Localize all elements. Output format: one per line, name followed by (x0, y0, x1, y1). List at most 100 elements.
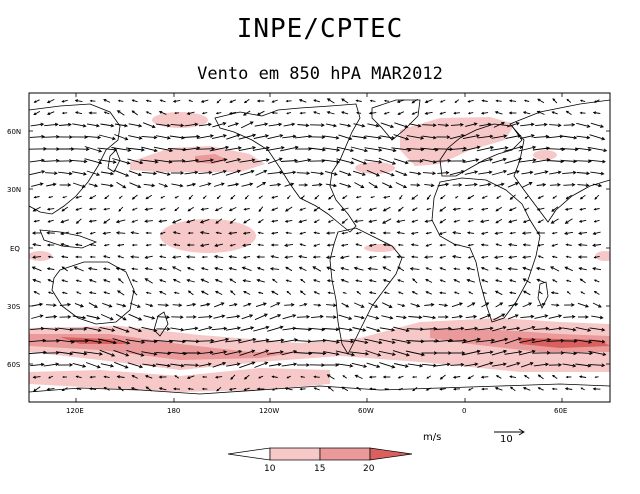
wind-vector-head (103, 244, 107, 247)
wind-vector-head (266, 146, 270, 150)
wind-vector (406, 328, 424, 330)
wind-vector-head (523, 99, 527, 102)
wind-vector-head (153, 135, 158, 140)
wind-vector-head (89, 375, 93, 379)
wind-vector (201, 99, 209, 103)
wind-vector-head (187, 208, 191, 212)
wind-vector-head (131, 196, 135, 200)
wind-vector-head (271, 219, 275, 223)
wind-vector (338, 314, 352, 320)
wind-vector (562, 327, 576, 331)
wind-vector-head (474, 326, 479, 331)
wind-vector (155, 363, 171, 367)
wind-vector-head (453, 267, 457, 271)
wind-vector (312, 266, 322, 272)
wind-vector-head (461, 134, 466, 138)
wind-vector-head (256, 267, 261, 270)
wind-vector (32, 266, 42, 272)
wind-vector (566, 111, 572, 115)
wind-vector (141, 339, 157, 343)
wind-vector-head (207, 182, 212, 186)
wind-vector-head (495, 99, 499, 103)
wind-vector-head (509, 386, 513, 390)
wind-vector-head (340, 243, 345, 247)
wind-vector-head (242, 255, 247, 259)
wind-vector-head (131, 243, 135, 247)
wind-vector (230, 290, 236, 296)
wind-vector-head (258, 376, 261, 379)
wind-vector-head (499, 302, 504, 306)
wind-vector-head (270, 255, 275, 259)
wind-vector (551, 304, 559, 306)
wind-vector-head (41, 170, 46, 174)
wind-vector-head (117, 255, 121, 258)
wind-vector-head (444, 303, 449, 308)
wind-vector (440, 267, 446, 271)
wind-vector-head (589, 351, 594, 356)
wind-vector-head (209, 350, 214, 355)
wind-vector (322, 147, 340, 151)
wind-vector (198, 316, 212, 318)
wind-vector-head (503, 169, 508, 174)
wind-vector (104, 387, 110, 391)
lon-label-120e: 120E (66, 407, 84, 415)
wind-vector (33, 386, 41, 392)
wind-vector (296, 316, 310, 318)
wind-vector (129, 302, 141, 308)
wind-vector-head (573, 339, 578, 343)
wind-vector-head (445, 123, 450, 128)
wind-vector (142, 363, 156, 367)
wind-vector-head (368, 243, 373, 247)
wind-vector-head (223, 326, 228, 331)
wind-vector (531, 338, 551, 344)
wind-vector (438, 303, 448, 307)
wind-vector (551, 206, 559, 212)
wind-vector-head (40, 362, 45, 367)
wind-vector-head (481, 279, 485, 282)
wind-vector-head (495, 220, 499, 224)
lat-label-30s: 30S (7, 303, 21, 311)
wind-vector-head (228, 387, 233, 391)
wind-vector-head (411, 220, 415, 223)
wind-vector-head (69, 351, 74, 356)
wind-vector (74, 266, 84, 272)
wind-vector (117, 376, 125, 378)
wind-vector (159, 220, 167, 222)
wind-vector-head (432, 315, 437, 320)
wind-vector-head (397, 208, 401, 212)
wind-vector (450, 364, 464, 366)
wind-vector (481, 376, 489, 378)
wind-vector-head (509, 291, 513, 295)
wind-vector (47, 387, 55, 391)
wind-vector-head (305, 123, 310, 128)
wind-vector-head (467, 112, 471, 115)
wind-vector-head (578, 231, 582, 236)
wind-vector (467, 279, 475, 283)
wind-vector-head (54, 327, 59, 332)
wind-vector-head (328, 196, 331, 200)
wind-vector-head (399, 197, 402, 200)
wind-vector (518, 159, 536, 163)
wind-vector-head (234, 302, 238, 307)
wind-vector (100, 313, 114, 321)
wind-vector-head (187, 231, 191, 235)
wind-vector-head (312, 266, 317, 270)
wind-vector (43, 363, 59, 367)
wind-vector (351, 157, 367, 165)
wind-vector-head (560, 159, 565, 164)
wind-vector (351, 362, 367, 368)
wind-vector (475, 339, 495, 343)
wind-vector-head (306, 171, 311, 176)
wind-vector-head (31, 266, 36, 270)
wind-vector (131, 387, 139, 391)
wind-vector-head (391, 327, 396, 332)
colorbar-segment-1 (269, 447, 321, 461)
wind-vector (225, 170, 241, 176)
wind-vector-head (249, 121, 254, 125)
wind-vector (392, 350, 410, 356)
wind-vector-head (411, 208, 415, 211)
wind-vector-head (88, 291, 93, 295)
wind-vector-head (80, 304, 84, 308)
wind-vector-head (223, 350, 228, 354)
wind-vector (477, 351, 493, 355)
